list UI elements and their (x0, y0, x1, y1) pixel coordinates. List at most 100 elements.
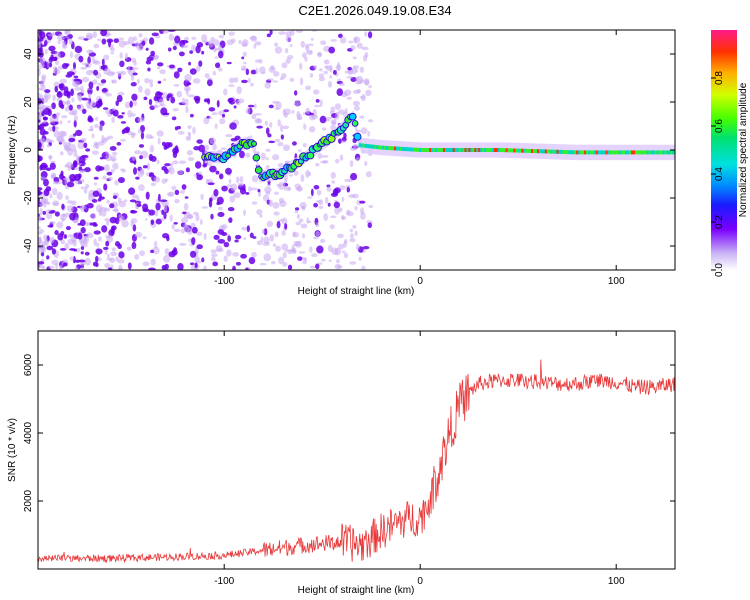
ridge-point (633, 150, 636, 155)
noise-point (212, 143, 217, 151)
noise-point (86, 232, 94, 239)
colorbar-tick-label: 0.6 (714, 119, 725, 133)
noise-point (262, 241, 271, 246)
ridge-point (591, 150, 595, 155)
snr-x-label: Height of straight line (km) (298, 585, 415, 596)
noise-point (265, 148, 271, 152)
noise-point (89, 222, 93, 226)
noise-point (365, 89, 372, 97)
noise-point (116, 142, 122, 146)
noise-point (134, 231, 143, 238)
noise-point (92, 190, 100, 197)
noise-point (163, 112, 170, 116)
ridge-point (401, 146, 404, 151)
noise-point (172, 160, 179, 165)
ridge-point (654, 150, 657, 155)
noise-point (146, 162, 151, 171)
noise-point (296, 185, 303, 192)
noise-point (235, 261, 242, 266)
noise-point (364, 79, 370, 85)
noise-point (41, 197, 49, 204)
noise-point (59, 213, 67, 221)
noise-point (185, 167, 190, 173)
noise-point (329, 110, 335, 115)
noise-point (248, 256, 256, 265)
noise-point (315, 222, 320, 228)
noise-point (264, 81, 271, 89)
noise-point (266, 33, 271, 38)
noise-point (174, 189, 180, 196)
noise-point (320, 160, 328, 164)
noise-point (99, 156, 104, 160)
ridge-point (519, 148, 522, 153)
noise-point (65, 226, 71, 231)
noise-point (93, 176, 99, 180)
noise-point (272, 201, 280, 209)
noise-point (218, 173, 224, 180)
noise-point (85, 100, 91, 109)
noise-point (261, 228, 265, 235)
noise-point (132, 72, 138, 76)
noise-point (337, 265, 343, 269)
noise-point (310, 188, 314, 197)
noise-point (135, 176, 140, 180)
snr-frame (37, 330, 676, 570)
ridge-point (358, 143, 361, 148)
noise-point (38, 261, 45, 265)
noise-point (254, 113, 262, 116)
noise-point (216, 99, 220, 108)
noise-point (174, 145, 179, 153)
noise-point (190, 222, 196, 229)
ridge-point (646, 150, 649, 155)
noise-point (112, 162, 119, 170)
noise-point (305, 107, 311, 115)
noise-point (118, 40, 126, 48)
noise-point (98, 166, 105, 171)
noise-point (38, 119, 41, 123)
noise-point (166, 192, 173, 197)
noise-point (289, 77, 295, 82)
ridge-point (454, 148, 457, 152)
noise-point (189, 68, 197, 75)
noise-point (60, 170, 64, 177)
ridge-point (403, 147, 406, 152)
noise-point (87, 56, 91, 65)
noise-point (298, 218, 304, 223)
ridge-point (254, 166, 263, 174)
noise-point (116, 94, 123, 103)
noise-point (316, 245, 324, 254)
noise-point (352, 56, 357, 60)
noise-point (82, 242, 88, 248)
noise-point (69, 212, 76, 221)
chart-title: C2E1.2026.049.19.08.E34 (298, 3, 451, 18)
noise-point (111, 247, 117, 252)
noise-point (110, 71, 116, 76)
ridge-point (415, 147, 418, 152)
noise-point (368, 85, 372, 89)
noise-point (212, 261, 219, 267)
spectrogram-y-label: Frequency (Hz) (7, 116, 18, 185)
noise-point (61, 115, 68, 119)
noise-point (319, 115, 327, 124)
noise-point (320, 238, 326, 244)
noise-point (299, 62, 303, 70)
noise-point (97, 82, 105, 86)
noise-point (332, 188, 339, 196)
noise-point (259, 262, 267, 266)
noise-point (100, 30, 108, 37)
ridge-point (644, 150, 647, 155)
noise-point (181, 39, 189, 44)
noise-point (188, 61, 192, 66)
noise-point (249, 232, 254, 239)
noise-point (273, 211, 280, 216)
noise-point (136, 78, 140, 85)
noise-point (38, 236, 42, 245)
noise-point (88, 81, 94, 90)
noise-point (154, 240, 158, 249)
noise-point (307, 43, 314, 47)
noise-point (93, 69, 99, 76)
noise-point (39, 176, 47, 180)
noise-point (89, 100, 97, 107)
noise-point (51, 187, 58, 196)
noise-point (150, 219, 155, 225)
